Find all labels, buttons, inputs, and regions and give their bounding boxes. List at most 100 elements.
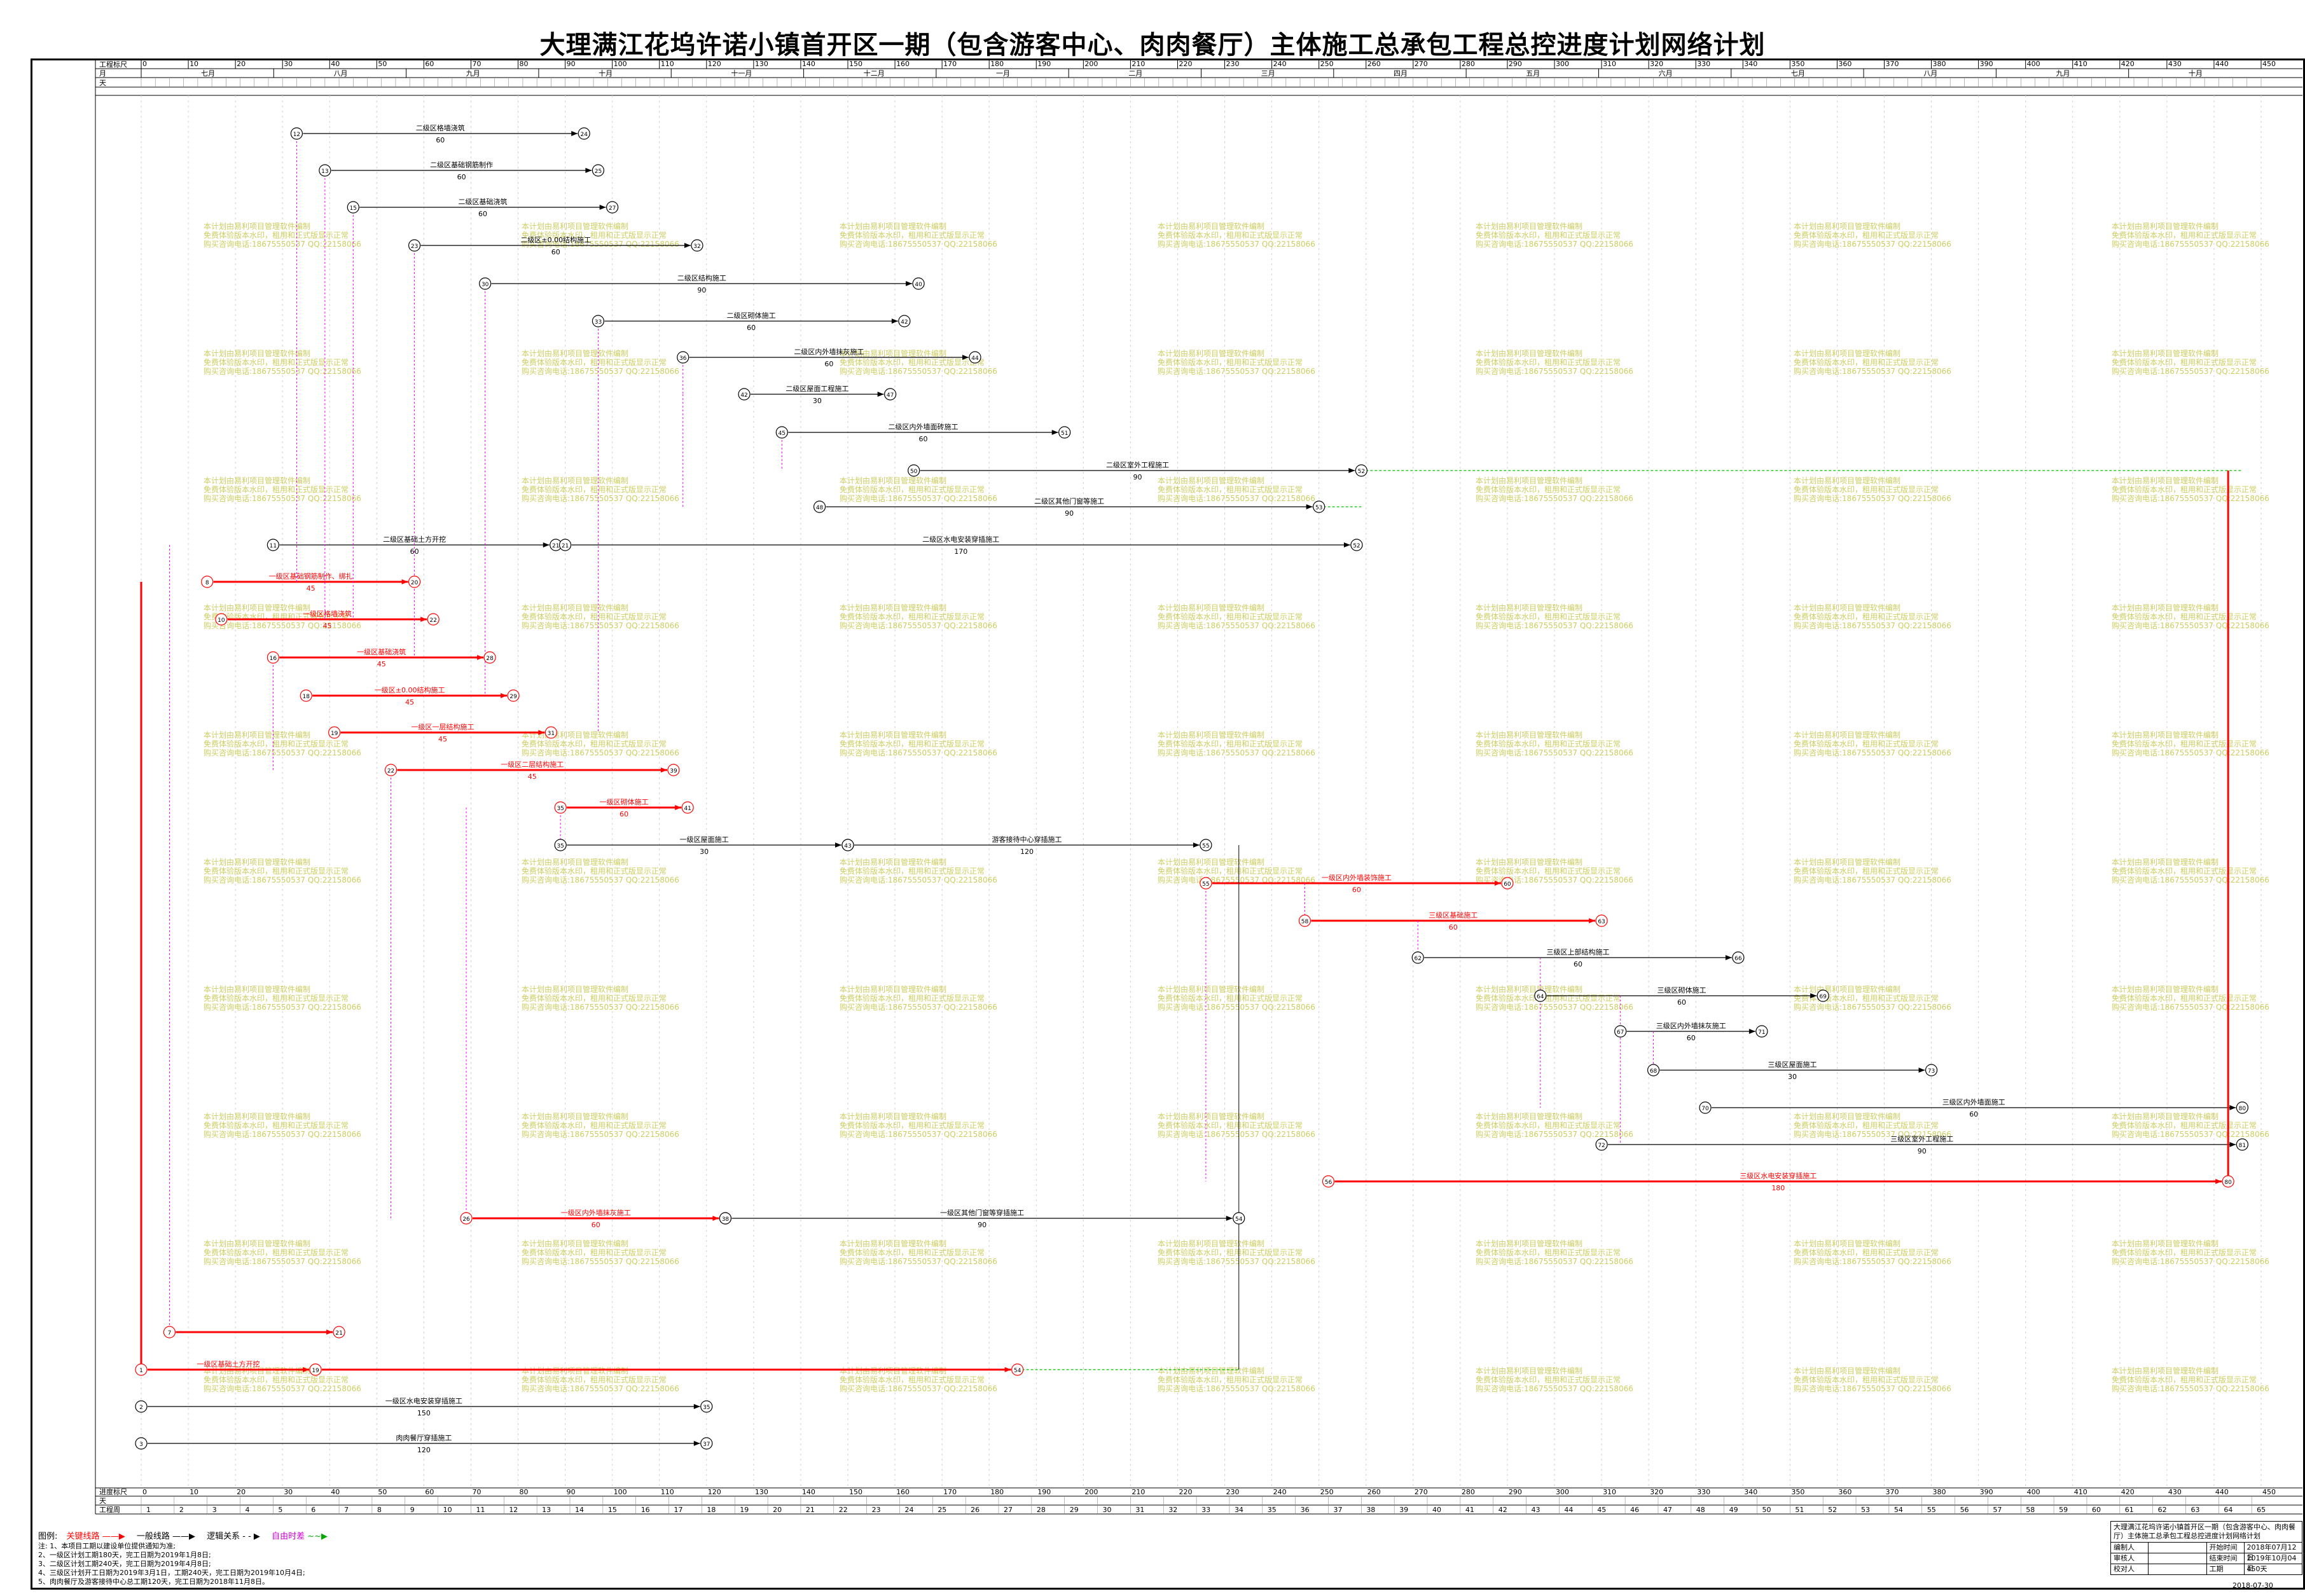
event-node-number: 55 [1202, 843, 1209, 850]
event-node [1411, 951, 1424, 964]
watermark-text: 免费体验版本水印，租用和正式版显示正常 [840, 1248, 985, 1257]
activity-label: 游客接待中心穿插施工 [992, 835, 1062, 844]
watermark-text: 免费体验版本水印，租用和正式版显示正常 [2112, 993, 2257, 1003]
activity-label: 一级区一层结构施工 [412, 722, 474, 731]
arrow-head-icon [684, 243, 691, 248]
event-node-number: 53 [1315, 505, 1322, 511]
watermark-text: 购买咨询电话:18675550537 QQ:22158066 [522, 1129, 679, 1139]
activity-duration: 180 [1771, 1184, 1785, 1192]
bottom-scale-tick-label: 280 [1462, 1488, 1475, 1496]
event-node-number: 29 [509, 694, 517, 700]
watermark-text: 本计划由易利项目管理软件编制 [1158, 1111, 1264, 1121]
watermark-text: 本计划由易利项目管理软件编制 [840, 730, 946, 740]
event-node [1614, 1025, 1627, 1038]
bottom-scale-tick-label: 290 [1509, 1488, 1522, 1496]
watermark-text: 免费体验版本水印，租用和正式版显示正常 [1794, 230, 1939, 240]
watermark-text: 免费体验版本水印，租用和正式版显示正常 [522, 1248, 667, 1257]
month-header: 八月 [333, 69, 347, 78]
watermark-text: 免费体验版本水印，租用和正式版显示正常 [1476, 1120, 1621, 1130]
event-node-number: 62 [1414, 956, 1421, 962]
watermark-text: 本计划由易利项目管理软件编制 [2112, 476, 2218, 485]
watermark-text: 购买咨询电话:18675550537 QQ:22158066 [1158, 1002, 1315, 1012]
scale-tick-label: 360 [1838, 60, 1852, 68]
watermark-text: 免费体验版本水印，租用和正式版显示正常 [1158, 1120, 1303, 1130]
watermark-text: 购买咨询电话:18675550537 QQ:22158066 [1794, 1384, 1951, 1393]
watermark-text: 购买咨询电话:18675550537 QQ:22158066 [1794, 1129, 1951, 1139]
arrow-head-icon [1918, 1068, 1925, 1073]
arrow-head-icon [1348, 468, 1355, 473]
watermark-text: 免费体验版本水印，租用和正式版显示正常 [1476, 230, 1621, 240]
bottom-scale-tick-label: 220 [1179, 1488, 1192, 1496]
event-node [483, 651, 496, 664]
watermark-text: 本计划由易利项目管理软件编制 [2112, 1239, 2218, 1248]
event-node-number: 10 [218, 617, 225, 624]
month-header: 十月 [2189, 69, 2203, 78]
week-number: 23 [872, 1506, 881, 1514]
bottom-scale-tick-label: 100 [614, 1488, 627, 1496]
legend-critical: 关键线路 [66, 1532, 100, 1541]
event-node-number: 41 [684, 806, 691, 812]
scale-tick-label: 260 [1367, 60, 1381, 68]
event-node-number: 12 [293, 132, 300, 138]
label-checker: 校对人 [2111, 1564, 2149, 1574]
value-end: 2019年10月04日 [2246, 1554, 2297, 1572]
legend-normal: 一般线路 [136, 1532, 170, 1541]
watermark-text: 本计划由易利项目管理软件编制 [840, 1111, 946, 1121]
week-number: 37 [1333, 1506, 1342, 1514]
watermark-text: 购买咨询电话:18675550537 QQ:22158066 [1794, 366, 1951, 376]
event-node-number: 13 [321, 169, 328, 175]
watermark-text: 本计划由易利项目管理软件编制 [1476, 730, 1582, 740]
watermark-text: 免费体验版本水印，租用和正式版显示正常 [1158, 739, 1303, 748]
scale-tick-label: 300 [1556, 60, 1569, 68]
event-node-number: 55 [1202, 881, 1209, 888]
bottom-scale-tick-label: 360 [1838, 1488, 1852, 1496]
page-title: 大理满江花坞许诺小镇首开区一期（包含游客中心、肉肉餐厅）主体施工总承包工程总控进… [539, 30, 1766, 60]
event-node-number: 19 [312, 1368, 319, 1374]
week-number: 5 [278, 1506, 282, 1514]
watermark-text: 免费体验版本水印，租用和正式版显示正常 [840, 866, 985, 876]
arrow-head-icon [1051, 430, 1058, 435]
activity-duration: 60 [1687, 1034, 1696, 1042]
week-number: 38 [1366, 1506, 1375, 1514]
scale-tick-label: 270 [1415, 60, 1428, 68]
activity-label: 三级区内外墙抹灰施工 [1656, 1021, 1726, 1030]
event-node-number: 42 [901, 319, 908, 326]
event-node [908, 464, 920, 477]
watermark-text: 本计划由易利项目管理软件编制 [204, 730, 310, 740]
bottom-scale-tick-label: 420 [2121, 1488, 2135, 1496]
watermark-text: 免费体验版本水印，租用和正式版显示正常 [1794, 866, 1939, 876]
event-node [912, 277, 925, 290]
watermark-text: 购买咨询电话:18675550537 QQ:22158066 [2112, 1002, 2269, 1012]
activity-label: 一级区基础钢筋制作、绑扎 [269, 572, 353, 581]
arrow-head-icon [571, 131, 578, 136]
week-number: 6 [311, 1506, 315, 1514]
arrow-head-icon [2229, 1142, 2236, 1147]
event-node [1058, 426, 1071, 439]
event-node-number: 24 [581, 132, 588, 138]
activity-duration: 60 [1969, 1110, 1978, 1118]
event-node [201, 575, 214, 588]
scale-tick-label: 120 [708, 60, 721, 68]
watermark-text: 免费体验版本水印，租用和正式版显示正常 [204, 993, 349, 1003]
watermark-text: 本计划由易利项目管理软件编制 [522, 348, 628, 358]
watermark-text: 购买咨询电话:18675550537 QQ:22158066 [1476, 1002, 1633, 1012]
watermark-text: 本计划由易利项目管理软件编制 [204, 221, 310, 231]
bottom-scale-tick-label: 330 [1697, 1488, 1710, 1496]
event-node-number: 73 [1928, 1068, 1935, 1075]
bottom-scale-tick-label: 410 [2074, 1488, 2087, 1496]
arrow-head-icon [877, 392, 884, 397]
watermark-text: 购买咨询电话:18675550537 QQ:22158066 [1476, 748, 1633, 757]
watermark-text: 本计划由易利项目管理软件编制 [1476, 348, 1582, 358]
title-block-project: 大理满江花坞许诺小镇首开区一期（包含游客中心、肉肉餐厅）主体施工总承包工程总控进… [2111, 1522, 2302, 1543]
bottom-scale-tick-label: 260 [1367, 1488, 1381, 1496]
event-node [328, 726, 341, 739]
bottom-scale-tick-label: 190 [1037, 1488, 1051, 1496]
week-number: 12 [509, 1506, 518, 1514]
event-node-number: 22 [387, 768, 394, 774]
watermark-text: 本计划由易利项目管理软件编制 [1476, 221, 1582, 231]
watermark-text: 本计划由易利项目管理软件编制 [2112, 730, 2218, 740]
event-node [290, 127, 303, 140]
week-number: 8 [377, 1506, 382, 1514]
scale-tick-label: 420 [2121, 60, 2135, 68]
watermark-text: 免费体验版本水印，租用和正式版显示正常 [1794, 739, 1939, 748]
